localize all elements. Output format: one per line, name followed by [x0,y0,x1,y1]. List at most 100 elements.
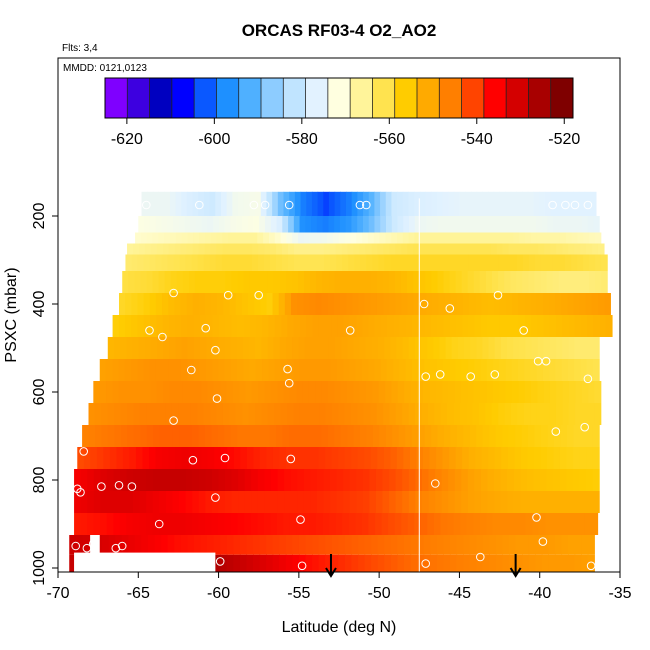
heatmap-cell [499,359,507,381]
heatmap-cell [213,535,221,555]
heatmap-cell [494,469,502,491]
heatmap-cell [487,491,495,513]
observation-circle [519,326,529,335]
heatmap-cell [127,243,134,255]
heatmap-cell [280,232,288,244]
heatmap-cell [469,425,477,447]
heatmap-cell [426,232,433,244]
heatmap-cell [465,191,472,216]
heatmap-cell [402,191,410,216]
heatmap-cell [553,216,560,233]
heatmap-cell [328,271,335,293]
heatmap-cell [300,254,307,271]
heatmap-cell [447,403,455,425]
heatmap-cell [372,425,380,447]
heatmap-cell [574,243,581,255]
y-axis-label: PSXC (mbar) [3,267,20,362]
heatmap-cell [152,469,160,491]
heatmap-cell [119,293,126,315]
heatmap-cell [436,191,444,216]
heatmap-cell [244,469,252,491]
heatmap-cell [146,232,154,244]
heatmap-cell [540,425,549,447]
heatmap-cell [473,381,481,403]
heatmap-cell [343,469,351,491]
heatmap-cell [346,293,354,315]
heatmap-cell [490,243,498,255]
heatmap-cell [172,469,180,491]
heatmap-cell [501,232,509,244]
heatmap-cell [507,337,514,359]
heatmap-cell [460,513,468,535]
heatmap-cell [364,447,372,469]
heatmap-cell [113,513,121,535]
observation-circle [187,365,196,375]
heatmap-cell [443,315,451,337]
heatmap-cell [375,491,384,513]
heatmap-cell [164,271,172,293]
heatmap-cell [144,216,151,233]
heatmap-cell [205,359,213,381]
heatmap-cell [499,513,507,535]
heatmap-cell [203,403,211,425]
heatmap-cell [530,381,538,403]
heatmap-cell [566,491,574,513]
heatmap-cell [201,216,209,233]
heatmap-cell [254,293,261,315]
heatmap-cell [507,447,515,469]
heatmap-cell [453,513,461,535]
heatmap-cell [522,254,530,271]
heatmap-cell [316,513,324,535]
observation-circle [220,453,230,463]
heatmap-cell [107,403,115,425]
heatmap-cell [587,315,594,337]
heatmap-cell [99,359,107,381]
heatmap-cell [376,403,384,425]
heatmap-cell [501,216,508,233]
heatmap-cell [172,425,180,447]
heatmap-cell [198,513,206,535]
heatmap-cell [253,535,261,555]
heatmap-cell [255,271,263,293]
heatmap-cell [390,337,398,359]
heatmap-cell [221,191,228,216]
heatmap-cell [344,554,353,572]
heatmap-cell [274,359,282,381]
heatmap-cell [411,425,419,447]
colorbar-swatch [417,78,440,118]
heatmap-cell [317,191,324,216]
heatmap-cell [256,315,264,337]
heatmap-cell [216,403,224,425]
heatmap-cell [502,425,510,447]
heatmap-cell [107,425,115,447]
heatmap-cell [410,381,418,403]
heatmap-cell [212,315,220,337]
observation-circle [538,537,548,546]
heatmap-cell [178,403,186,425]
heatmap-cell [333,293,341,315]
heatmap-cell [449,554,458,572]
heatmap-cell [112,315,120,337]
heatmap-cell [561,554,569,572]
heatmap-cell [362,469,370,491]
heatmap-cell [153,425,161,447]
heatmap-cell [132,337,140,359]
heatmap-cell [371,554,379,572]
heatmap-cell [540,469,548,491]
heatmap-cell [552,271,560,293]
heatmap-cell [288,216,295,233]
heatmap-cell [232,381,240,403]
heatmap-cell [218,469,226,491]
heatmap-cell [126,337,133,359]
heatmap-cell [418,425,426,447]
heatmap-cell [572,491,581,513]
heatmap-cell [340,293,347,315]
heatmap-cell [397,535,405,555]
heatmap-cell [330,359,338,381]
heatmap-cell [328,191,336,216]
heatmap-cell [428,469,436,491]
heatmap-cell [299,315,307,337]
heatmap-cell [152,491,160,513]
heatmap-cell [139,491,147,513]
heatmap-cell [139,403,147,425]
